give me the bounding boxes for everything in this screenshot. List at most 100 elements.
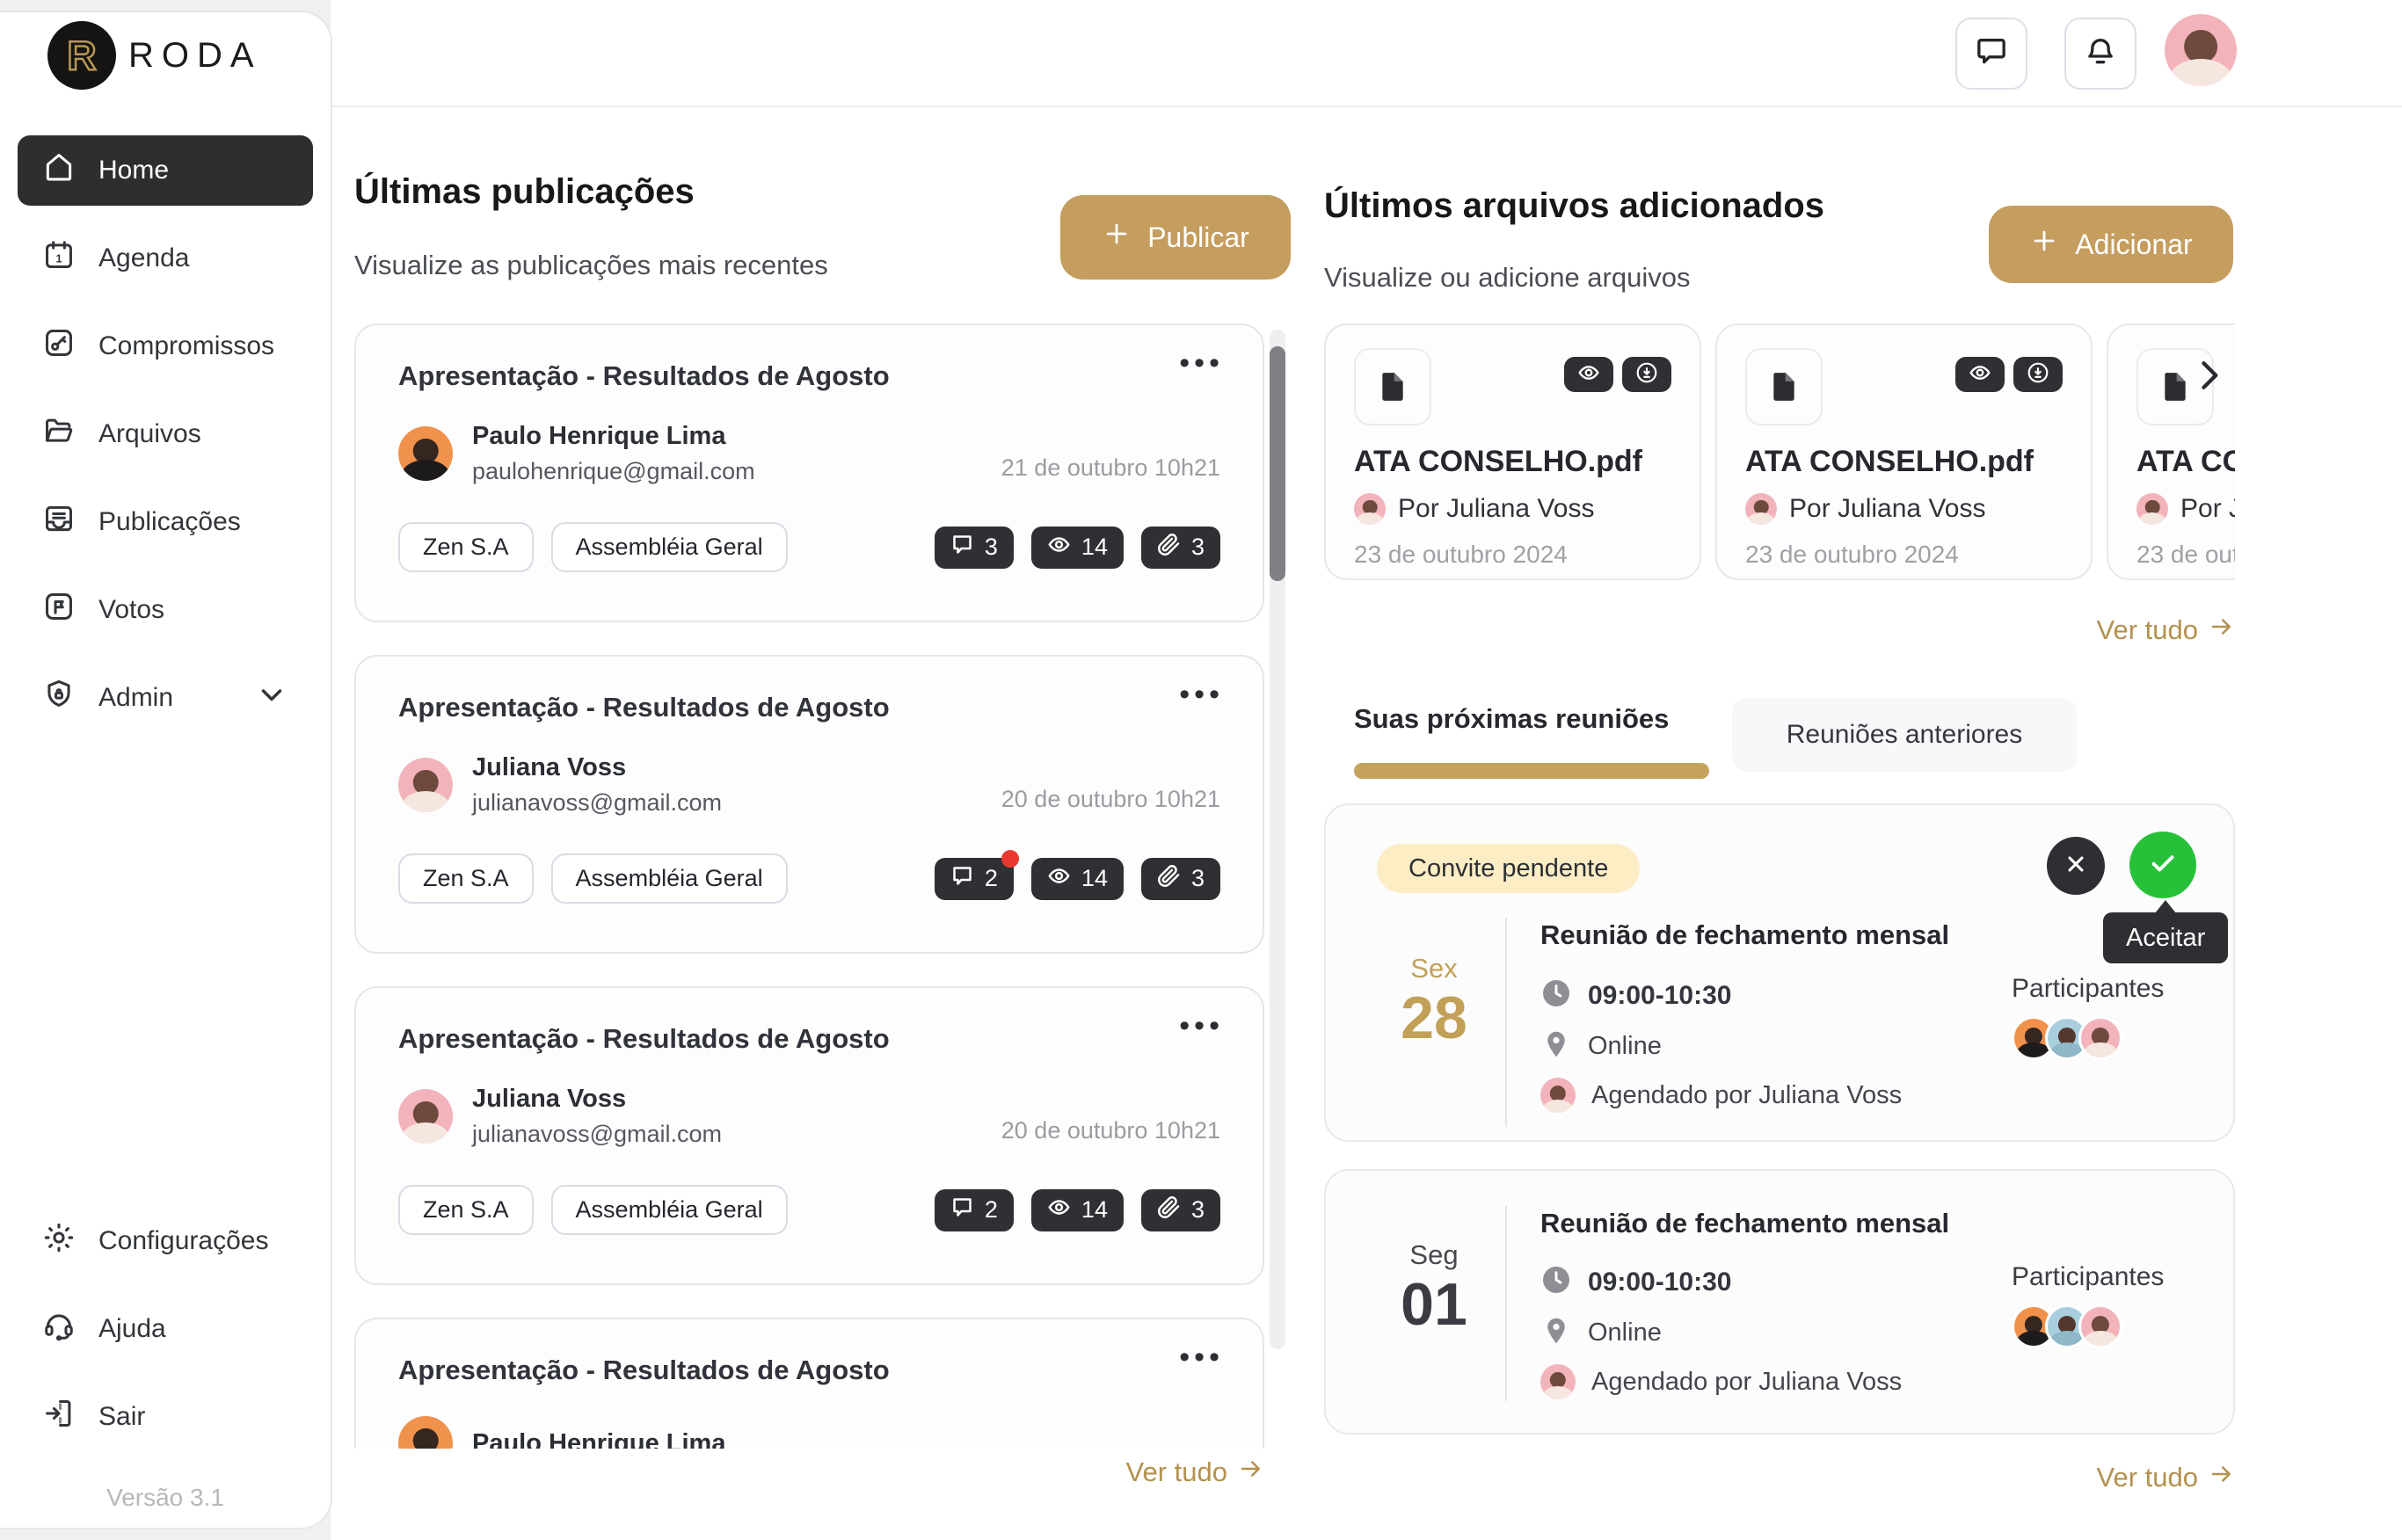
sidebar-item-label: Votos bbox=[98, 595, 165, 624]
divider bbox=[1505, 1206, 1507, 1401]
meeting-day-number: 28 bbox=[1401, 984, 1467, 1051]
sidebar-item-agenda[interactable]: 1 Agenda bbox=[18, 223, 313, 294]
paperclip-icon bbox=[1157, 864, 1181, 894]
card-menu-button[interactable]: ••• bbox=[1179, 1340, 1224, 1374]
publication-title: Apresentação - Resultados de Agosto bbox=[398, 360, 890, 391]
views-stat[interactable]: 14 bbox=[1030, 1188, 1124, 1231]
file-card[interactable]: ATA CONSELHO.pdf Por Juliana Voss 23 de … bbox=[1324, 323, 1701, 580]
file-name: ATA CONSELHO.pdf bbox=[2136, 445, 2235, 478]
participant-avatar bbox=[2078, 1304, 2122, 1348]
meeting-weekday: Sex bbox=[1410, 953, 1458, 984]
news-icon bbox=[42, 502, 76, 542]
file-card[interactable]: ATA CONSELHO.pdf Por Juliana Voss 23 de … bbox=[2107, 323, 2235, 580]
card-menu-button[interactable]: ••• bbox=[1179, 678, 1224, 711]
comments-stat[interactable]: 2 bbox=[934, 849, 1019, 900]
author-name: Juliana Voss bbox=[472, 1085, 627, 1113]
location-pin-icon bbox=[1540, 1315, 1572, 1351]
publication-card[interactable]: ••• Apresentação - Resultados de Agosto … bbox=[354, 1318, 1264, 1449]
comments-stat[interactable]: 2 bbox=[934, 1188, 1014, 1231]
brand-name: RODA bbox=[128, 35, 262, 75]
flag-square-icon bbox=[42, 590, 76, 630]
sidebar-item-ajuda[interactable]: Ajuda bbox=[18, 1294, 313, 1364]
meeting-time: 09:00-10:30 bbox=[1588, 1267, 1732, 1297]
uploader-avatar bbox=[2136, 493, 2168, 525]
attachments-stat[interactable]: 3 bbox=[1140, 526, 1220, 569]
scrollbar-thumb[interactable] bbox=[1270, 346, 1285, 581]
meetings-see-all-link[interactable]: Ver tudo bbox=[2097, 1461, 2235, 1494]
files-next-button[interactable] bbox=[2189, 356, 2228, 399]
attachments-stat[interactable]: 3 bbox=[1140, 1188, 1220, 1231]
download-file-button[interactable] bbox=[1622, 357, 1671, 392]
clock-icon bbox=[1540, 977, 1572, 1013]
card-menu-button[interactable]: ••• bbox=[1179, 1009, 1224, 1042]
publish-button[interactable]: Publicar bbox=[1060, 195, 1291, 280]
meeting-location: Online bbox=[1588, 1032, 1662, 1060]
decline-invite-button[interactable] bbox=[2047, 837, 2105, 895]
messages-button[interactable] bbox=[1955, 18, 2027, 90]
tag-chip: Assembléia Geral bbox=[550, 854, 788, 904]
tab-upcoming-meetings[interactable]: Suas próximas reuniões bbox=[1354, 703, 1670, 734]
attachments-stat[interactable]: 3 bbox=[1140, 857, 1220, 900]
meeting-card[interactable]: Convite pendente Aceitar Sex 28 Reunião … bbox=[1324, 803, 2235, 1142]
paperclip-icon bbox=[1157, 1195, 1181, 1225]
notifications-button[interactable] bbox=[2064, 18, 2136, 90]
publish-button-label: Publicar bbox=[1147, 221, 1249, 253]
author-name: Paulo Henrique Lima bbox=[472, 422, 726, 450]
sidebar-item-label: Sair bbox=[98, 1402, 146, 1431]
sidebar-item-sair[interactable]: Sair bbox=[18, 1382, 313, 1452]
publications-subtitle: Visualize as publicações mais recentes bbox=[354, 250, 828, 280]
topbar-divider bbox=[331, 105, 2402, 107]
author-name: Juliana Voss bbox=[472, 753, 627, 781]
add-file-button[interactable]: Adicionar bbox=[1989, 206, 2233, 283]
publication-title: Apresentação - Resultados de Agosto bbox=[398, 692, 890, 723]
meeting-title: Reunião de fechamento mensal bbox=[1540, 919, 1950, 950]
comments-stat[interactable]: 3 bbox=[934, 526, 1014, 569]
publication-card[interactable]: ••• Apresentação - Resultados de Agosto … bbox=[354, 323, 1264, 622]
views-stat[interactable]: 14 bbox=[1030, 857, 1124, 900]
author-email: paulohenrique@gmail.com bbox=[472, 458, 755, 484]
file-card[interactable]: ATA CONSELHO.pdf Por Juliana Voss 23 de … bbox=[1715, 323, 2093, 580]
participant-avatar bbox=[2078, 1016, 2122, 1060]
eye-icon bbox=[1047, 864, 1071, 894]
tab-previous-meetings[interactable]: Reuniões anteriores bbox=[1732, 698, 2077, 772]
organizer-avatar bbox=[1540, 1364, 1576, 1399]
publications-scrollbar[interactable] bbox=[1270, 330, 1285, 1349]
views-stat[interactable]: 14 bbox=[1030, 526, 1124, 569]
sidebar-item-publicacoes[interactable]: Publicações bbox=[18, 487, 313, 557]
sidebar-item-votos[interactable]: Votos bbox=[18, 575, 313, 645]
sidebar-item-arquivos[interactable]: Arquivos bbox=[18, 399, 313, 469]
comment-icon bbox=[950, 533, 974, 563]
meeting-card[interactable]: Seg 01 Reunião de fechamento mensal 09:0… bbox=[1324, 1169, 2235, 1435]
author-avatar bbox=[398, 1089, 453, 1144]
card-menu-button[interactable]: ••• bbox=[1179, 346, 1224, 380]
author-email: julianavoss@gmail.com bbox=[472, 789, 723, 816]
publications-see-all-link[interactable]: Ver tudo bbox=[1126, 1456, 1264, 1489]
brand-logo: R RODA bbox=[47, 21, 262, 90]
participants-label: Participantes bbox=[2012, 974, 2165, 1003]
shield-lock-icon bbox=[42, 678, 76, 718]
sidebar-item-compromissos[interactable]: Compromissos bbox=[18, 311, 313, 381]
sidebar-item-configuracoes[interactable]: Configurações bbox=[18, 1206, 313, 1276]
main-area: Últimas publicações Visualize as publica… bbox=[331, 0, 2402, 1540]
preview-file-button[interactable] bbox=[1955, 357, 2005, 392]
sidebar-menu: Home 1 Agenda Compromissos Arquivos Publ… bbox=[18, 135, 313, 751]
files-title: Últimos arquivos adicionados bbox=[1324, 186, 1825, 225]
sidebar-item-label: Home bbox=[98, 156, 170, 185]
publication-card[interactable]: ••• Apresentação - Resultados de Agosto … bbox=[354, 655, 1264, 954]
svg-text:1: 1 bbox=[55, 253, 62, 265]
publication-card[interactable]: ••• Apresentação - Resultados de Agosto … bbox=[354, 986, 1264, 1285]
download-file-button[interactable] bbox=[2013, 357, 2063, 392]
participants-avatars bbox=[2012, 1304, 2122, 1348]
sidebar-item-home[interactable]: Home bbox=[18, 135, 313, 206]
sidebar-item-admin[interactable]: Admin bbox=[18, 663, 313, 733]
tag-chip: Zen S.A bbox=[398, 522, 534, 572]
sidebar-item-label: Configurações bbox=[98, 1226, 269, 1255]
accept-tooltip: Aceitar bbox=[2103, 900, 2229, 963]
location-pin-icon bbox=[1540, 1028, 1572, 1064]
tag-chip: Zen S.A bbox=[398, 854, 534, 904]
preview-file-button[interactable] bbox=[1564, 357, 1613, 392]
files-see-all-link[interactable]: Ver tudo bbox=[2097, 614, 2235, 647]
pending-invite-badge: Convite pendente bbox=[1377, 844, 1641, 893]
user-avatar[interactable] bbox=[2165, 14, 2237, 86]
accept-invite-button[interactable] bbox=[2129, 832, 2196, 898]
